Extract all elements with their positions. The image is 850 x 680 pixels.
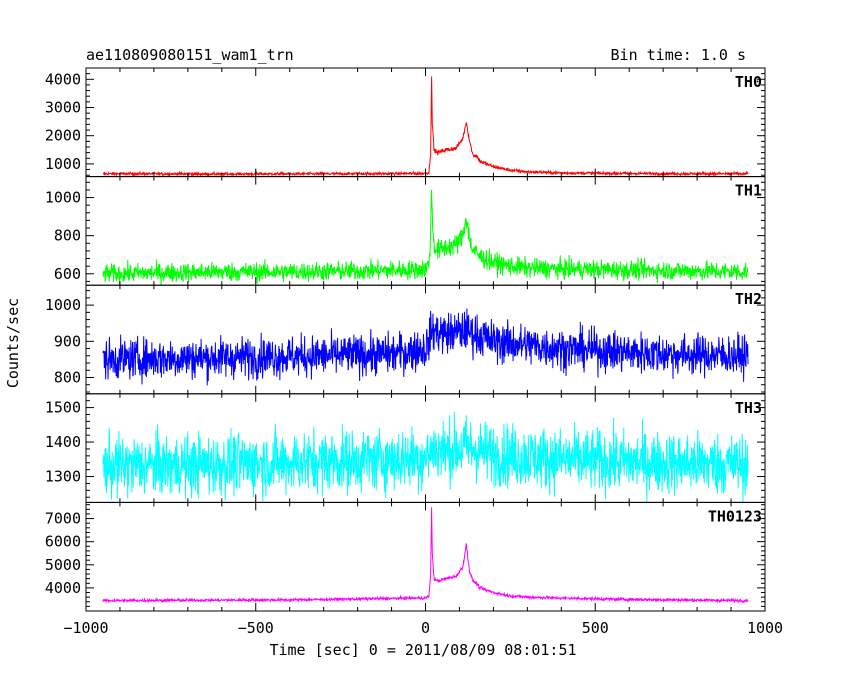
y-tick-label: 4000: [45, 579, 81, 597]
series-line-th2: [102, 308, 749, 386]
panel-label-th2: TH2: [735, 290, 762, 308]
y-tick-label: 600: [54, 265, 81, 283]
series-line-th0: [102, 76, 749, 177]
x-tick-label: −500: [238, 619, 274, 637]
panel-frame-th0: [85, 67, 766, 178]
y-tick-label: 800: [54, 227, 81, 245]
y-axis-label: Counts/sec: [4, 298, 22, 388]
y-tick-label: 1400: [45, 433, 81, 451]
panel-label-th3: TH3: [735, 399, 762, 417]
y-tick-label: 7000: [45, 510, 81, 528]
y-tick-label: 1000: [45, 189, 81, 207]
y-tick-label: 2000: [45, 127, 81, 145]
y-tick-label: 1500: [45, 399, 81, 417]
y-tick-label: 5000: [45, 556, 81, 574]
panels-group: 1000 2000 3000 4000 TH0 600 800 1000 TH1 800 900 10…: [45, 67, 783, 637]
x-tick-label: 1000: [747, 619, 783, 637]
series-line-th3: [102, 411, 749, 503]
panel-frame-th2: [85, 284, 766, 395]
panel-frame-th0123: [85, 501, 766, 612]
y-tick-label: 4000: [45, 70, 81, 88]
y-tick-label: 1300: [45, 468, 81, 486]
y-tick-label: 800: [54, 369, 81, 387]
x-tick-label: 0: [421, 619, 430, 637]
chart-title: ae110809080151_wam1_trn: [86, 46, 294, 64]
x-axis-label: Time [sec] 0 = 2011/08/09 08:01:51: [269, 641, 576, 659]
panel-label-th0123: TH0123: [708, 507, 762, 525]
y-tick-label: 3000: [45, 98, 81, 116]
y-tick-label: 6000: [45, 533, 81, 551]
x-tick-label: −1000: [63, 619, 108, 637]
panel-label-th1: TH1: [735, 182, 762, 200]
y-tick-label: 1000: [45, 296, 81, 314]
y-tick-label: 900: [54, 332, 81, 350]
bin-time-label: Bin time: 1.0 s: [611, 46, 746, 64]
panel-label-th0: TH0: [735, 73, 762, 91]
x-tick-label: 500: [582, 619, 609, 637]
series-line-th0123: [102, 507, 749, 604]
y-tick-label: 1000: [45, 155, 81, 173]
series-line-th1: [102, 189, 749, 286]
